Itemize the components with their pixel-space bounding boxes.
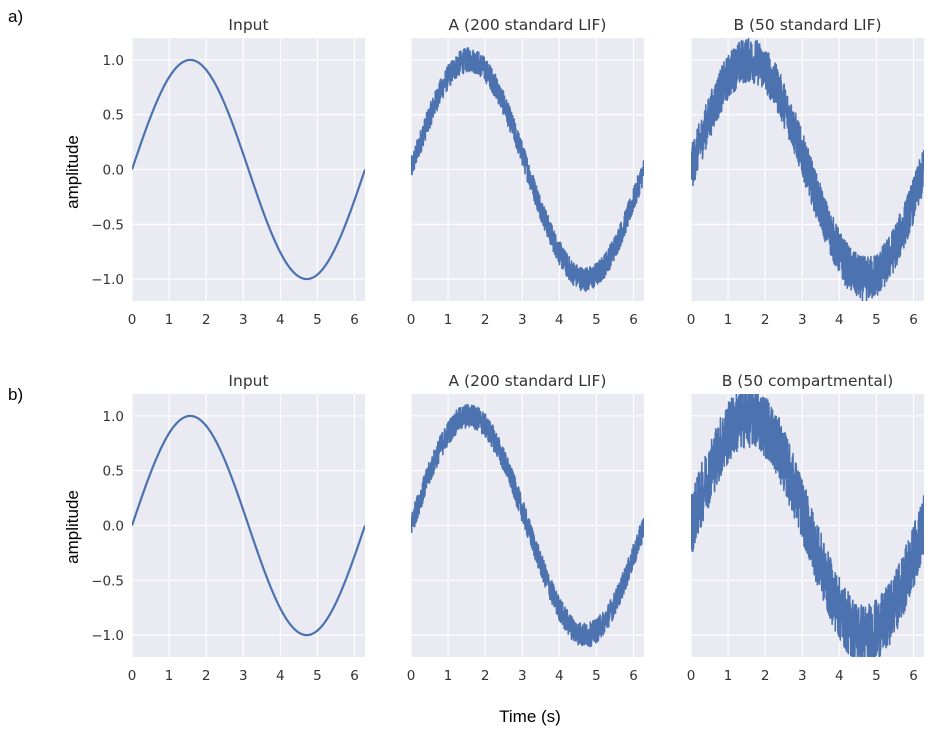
panel-title: A (200 standard LIF) — [449, 16, 607, 34]
x-tick-label: 2 — [202, 312, 211, 328]
x-axis-label: Time (s) — [499, 707, 561, 726]
x-tick-label: 2 — [202, 668, 211, 684]
y-tick-label: 0.5 — [103, 108, 124, 124]
x-tick-label: 2 — [481, 312, 490, 328]
row-label-a: a) — [8, 7, 23, 26]
y-tick-label: −1.0 — [91, 272, 124, 288]
x-tick-label: 6 — [629, 312, 638, 328]
x-tick-label: 1 — [444, 312, 453, 328]
row-label-b: b) — [8, 385, 23, 404]
x-tick-label: 3 — [518, 312, 527, 328]
x-tick-label: 5 — [592, 668, 601, 684]
x-tick-label: 0 — [687, 312, 696, 328]
x-tick-label: 3 — [518, 668, 527, 684]
x-tick-label: 4 — [555, 312, 564, 328]
x-tick-label: 5 — [872, 312, 881, 328]
x-tick-label: 3 — [798, 312, 807, 328]
panel-a-2: A (200 standard LIF) 0 1 2 3 4 5 6 — [407, 16, 644, 328]
x-tick-label: 1 — [724, 668, 733, 684]
x-tick-label: 0 — [407, 668, 416, 684]
panel-a-1: Input 0 1 2 3 4 5 6 1.0 0.5 0.0 −0.5 −1.0 — [91, 16, 365, 328]
series-line — [691, 38, 924, 301]
x-tick-label: 6 — [629, 668, 638, 684]
y-tick-label: −1.0 — [91, 628, 124, 644]
panel-b-3: B (50 compartmental) 0 1 2 3 4 5 6 — [687, 372, 924, 684]
x-tick-label: 6 — [350, 668, 359, 684]
panel-b-1: Input 0 1 2 3 4 5 6 1.0 0.5 0.0 −0.5 −1.0 — [91, 372, 365, 684]
panel-title: B (50 standard LIF) — [733, 16, 881, 34]
x-tick-label: 0 — [128, 668, 137, 684]
x-tick-label: 0 — [128, 312, 137, 328]
x-tick-label: 0 — [407, 312, 416, 328]
x-tick-label: 5 — [313, 312, 322, 328]
series-line — [132, 414, 365, 637]
x-tick-label: 5 — [872, 668, 881, 684]
y-tick-label: 1.0 — [103, 409, 124, 425]
x-tick-label: 6 — [909, 668, 918, 684]
x-tick-label: 2 — [481, 668, 490, 684]
panel-title: Input — [228, 16, 268, 34]
y-tick-label: −0.5 — [91, 217, 124, 233]
x-tick-label: 5 — [313, 668, 322, 684]
x-tick-label: 6 — [350, 312, 359, 328]
x-tick-label: 1 — [444, 668, 453, 684]
panel-title: B (50 compartmental) — [722, 372, 894, 390]
x-tick-label: 3 — [798, 668, 807, 684]
panel-b-2: A (200 standard LIF) 0 1 2 3 4 5 6 — [407, 372, 644, 684]
y-tick-label: −0.5 — [91, 573, 124, 589]
series-line — [132, 58, 365, 281]
x-tick-label: 3 — [239, 312, 248, 328]
x-tick-label: 1 — [724, 312, 733, 328]
y-tick-label: 0.0 — [103, 519, 124, 535]
x-tick-label: 1 — [165, 312, 174, 328]
x-tick-label: 5 — [592, 312, 601, 328]
x-tick-label: 4 — [835, 312, 844, 328]
panel-title: Input — [228, 372, 268, 390]
series-line — [411, 47, 644, 293]
x-tick-label: 4 — [276, 668, 285, 684]
series-line — [411, 403, 644, 648]
x-tick-label: 0 — [687, 668, 696, 684]
panels: Input 0 1 2 3 4 5 6 1.0 0.5 0.0 −0.5 −1.0 A (200 stan… — [91, 16, 924, 684]
panel-a-3: B (50 standard LIF) 0 1 2 3 4 5 6 — [687, 16, 924, 328]
y-tick-label: 0.0 — [103, 163, 124, 179]
x-tick-label: 2 — [761, 312, 770, 328]
x-tick-label: 4 — [835, 668, 844, 684]
x-tick-label: 4 — [555, 668, 564, 684]
y-tick-label: 0.5 — [103, 464, 124, 480]
x-tick-label: 4 — [276, 312, 285, 328]
series-line — [691, 394, 924, 657]
y-axis-label-top: amplitude — [63, 135, 82, 209]
x-tick-label: 6 — [909, 312, 918, 328]
x-tick-label: 3 — [239, 668, 248, 684]
y-axis-label-bottom: amplitude — [63, 490, 82, 564]
panel-title: A (200 standard LIF) — [449, 372, 607, 390]
x-tick-label: 1 — [165, 668, 174, 684]
y-tick-label: 1.0 — [103, 53, 124, 69]
x-tick-label: 2 — [761, 668, 770, 684]
